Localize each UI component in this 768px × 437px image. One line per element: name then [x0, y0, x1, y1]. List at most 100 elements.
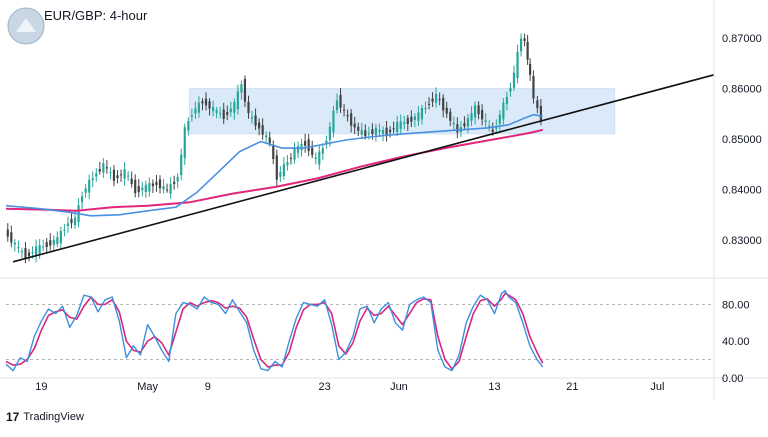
candle-body[interactable]: [119, 174, 123, 176]
candle-body[interactable]: [442, 97, 445, 111]
moving-average-slow-line[interactable]: [5, 128, 543, 212]
candle-body[interactable]: [197, 102, 201, 113]
candle-body[interactable]: [438, 99, 441, 101]
candle-body[interactable]: [413, 116, 416, 121]
candle-body[interactable]: [27, 252, 31, 257]
candle-body[interactable]: [6, 229, 9, 237]
candle-body[interactable]: [201, 101, 204, 104]
candle-body[interactable]: [417, 112, 420, 121]
candle-body[interactable]: [123, 169, 126, 179]
candle-body[interactable]: [484, 120, 487, 123]
candle-body[interactable]: [435, 93, 438, 103]
stochastic-d-line[interactable]: [5, 292, 544, 370]
candle-body[interactable]: [488, 125, 491, 127]
candle-body[interactable]: [109, 172, 112, 174]
candle-body[interactable]: [243, 79, 247, 102]
candle-body[interactable]: [388, 129, 392, 133]
candle-body[interactable]: [258, 122, 261, 129]
candle-body[interactable]: [512, 72, 516, 88]
candle-body[interactable]: [314, 157, 317, 159]
candle-body[interactable]: [144, 184, 147, 192]
candle-body[interactable]: [180, 154, 183, 175]
candle-body[interactable]: [536, 100, 539, 109]
candle-body[interactable]: [95, 173, 98, 177]
candle-body[interactable]: [49, 240, 52, 246]
candle-body[interactable]: [304, 140, 307, 146]
candle-body[interactable]: [272, 144, 275, 160]
candle-body[interactable]: [477, 105, 480, 115]
candle-body[interactable]: [247, 101, 250, 114]
candle-body[interactable]: [481, 109, 484, 120]
candle-body[interactable]: [374, 127, 378, 136]
candle-body[interactable]: [158, 179, 162, 189]
candle-body[interactable]: [137, 186, 140, 193]
stochastic-k-line[interactable]: [5, 289, 544, 372]
candle-body[interactable]: [385, 127, 388, 136]
candle-body[interactable]: [342, 109, 346, 111]
candle-body[interactable]: [332, 110, 335, 133]
candle-body[interactable]: [10, 232, 13, 243]
candle-body[interactable]: [127, 175, 130, 177]
candle-body[interactable]: [91, 178, 94, 181]
candle-body[interactable]: [34, 246, 38, 257]
trendline[interactable]: [12, 74, 715, 263]
candle-body[interactable]: [20, 251, 24, 253]
candle-body[interactable]: [194, 108, 197, 114]
candle-body[interactable]: [219, 113, 222, 115]
candle-body[interactable]: [371, 129, 374, 135]
candle-body[interactable]: [509, 87, 512, 92]
candle-body[interactable]: [286, 162, 289, 166]
candle-body[interactable]: [353, 123, 356, 128]
range-box[interactable]: [189, 88, 616, 135]
candle-body[interactable]: [250, 116, 254, 119]
candle-body[interactable]: [173, 181, 176, 184]
candle-body[interactable]: [56, 237, 59, 245]
candle-body[interactable]: [211, 107, 215, 112]
candle-body[interactable]: [463, 123, 466, 127]
candle-body[interactable]: [279, 171, 282, 177]
candle-body[interactable]: [456, 124, 459, 133]
candle-body[interactable]: [399, 121, 402, 129]
candle-body[interactable]: [410, 116, 413, 122]
candle-body[interactable]: [360, 129, 363, 135]
candle-body[interactable]: [516, 51, 519, 79]
candle-body[interactable]: [73, 217, 77, 226]
candle-body[interactable]: [229, 108, 232, 113]
candle-body[interactable]: [466, 118, 470, 127]
candle-body[interactable]: [339, 95, 342, 108]
candle-body[interactable]: [17, 247, 20, 249]
candle-body[interactable]: [335, 100, 339, 111]
candle-body[interactable]: [116, 175, 119, 179]
candle-body[interactable]: [498, 114, 501, 124]
candle-body[interactable]: [321, 148, 324, 154]
candle-body[interactable]: [42, 246, 45, 248]
candle-body[interactable]: [261, 125, 264, 135]
candle-body[interactable]: [300, 143, 303, 151]
candle-body[interactable]: [364, 130, 367, 137]
candle-body[interactable]: [491, 129, 494, 133]
candle-body[interactable]: [346, 115, 349, 117]
candle-body[interactable]: [70, 218, 73, 224]
candle-body[interactable]: [84, 188, 87, 193]
candle-body[interactable]: [367, 133, 370, 135]
candle-body[interactable]: [38, 245, 41, 254]
candle-body[interactable]: [431, 98, 434, 102]
candle-body[interactable]: [427, 103, 431, 105]
candle-body[interactable]: [59, 230, 62, 244]
candle-body[interactable]: [169, 184, 172, 194]
candle-body[interactable]: [282, 164, 285, 177]
candle-body[interactable]: [396, 122, 399, 133]
candle-body[interactable]: [403, 122, 406, 125]
moving-average-fast-line[interactable]: [5, 113, 543, 217]
candle-body[interactable]: [45, 242, 48, 248]
candle-body[interactable]: [392, 128, 395, 130]
candle-body[interactable]: [24, 248, 27, 259]
candle-body[interactable]: [183, 127, 186, 158]
candle-body[interactable]: [502, 102, 505, 120]
brand-footer[interactable]: 17 TradingView: [6, 410, 84, 424]
candle-body[interactable]: [328, 126, 332, 140]
candle-body[interactable]: [296, 146, 300, 153]
candle-body[interactable]: [350, 113, 353, 126]
candle-body[interactable]: [519, 38, 523, 52]
